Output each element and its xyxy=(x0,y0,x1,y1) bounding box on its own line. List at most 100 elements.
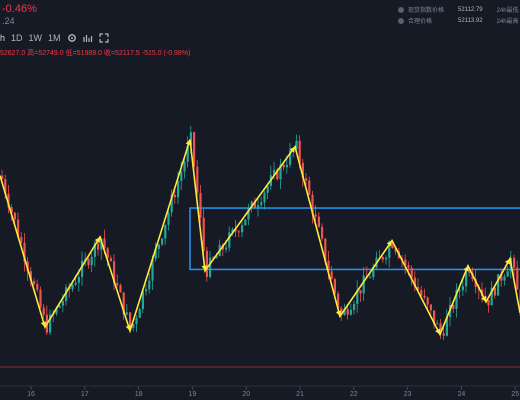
range-box xyxy=(189,207,520,271)
candle-body xyxy=(100,238,103,250)
candle-body xyxy=(455,290,458,309)
candle-body xyxy=(87,258,90,266)
candle-body xyxy=(410,267,413,278)
settings-gear-icon[interactable] xyxy=(67,33,77,43)
candle-body xyxy=(23,242,26,262)
candle-body xyxy=(10,207,13,213)
candle-body xyxy=(282,164,285,168)
candle-body xyxy=(263,192,266,203)
candle-body xyxy=(250,201,253,209)
candle-body xyxy=(55,307,58,314)
x-tick-label: 17 xyxy=(81,391,89,398)
candle-body xyxy=(90,256,93,266)
candle-body xyxy=(189,132,192,146)
candle-body xyxy=(215,256,218,259)
candle-body xyxy=(225,247,228,250)
candle-body xyxy=(193,132,196,167)
candle-body xyxy=(20,237,23,243)
candle-body xyxy=(279,164,282,180)
candle-body xyxy=(327,260,330,272)
candle-body xyxy=(314,214,317,217)
candle-body xyxy=(337,293,340,309)
candle-body xyxy=(295,140,298,150)
timeframe-1w[interactable]: 1W xyxy=(28,33,43,43)
candle-body xyxy=(500,274,503,281)
chart-type-icon[interactable] xyxy=(82,33,93,43)
arrow-head xyxy=(481,295,487,302)
arrow-head xyxy=(185,139,192,146)
candle-body xyxy=(452,304,455,309)
candle-body xyxy=(317,216,320,227)
candle-body xyxy=(468,271,471,273)
candle-body xyxy=(106,248,109,259)
candle-body xyxy=(125,312,128,315)
candle-body xyxy=(343,308,346,315)
timeframe-h[interactable]: h xyxy=(0,33,6,43)
candle-body xyxy=(260,202,263,206)
candle-body xyxy=(433,310,436,325)
fullscreen-icon[interactable] xyxy=(98,33,109,43)
candle-body xyxy=(154,248,157,259)
candle-body xyxy=(429,304,432,311)
candle-body xyxy=(404,259,407,266)
candle-body xyxy=(13,212,16,220)
candle-body xyxy=(97,243,100,250)
candle-body xyxy=(417,287,420,291)
candle-body xyxy=(346,308,349,315)
candle-body xyxy=(186,145,189,162)
candle-body xyxy=(308,180,311,195)
x-tick-label: 23 xyxy=(404,391,412,398)
candle-body xyxy=(266,185,269,193)
candle-body xyxy=(202,217,205,251)
candle-body xyxy=(407,265,410,268)
timeframe-toolbar: h 1D 1W 1M xyxy=(0,33,109,43)
candle-body xyxy=(490,287,493,306)
candle-body xyxy=(423,295,426,298)
candle-body xyxy=(177,180,180,198)
timeframe-1m[interactable]: 1M xyxy=(48,33,61,43)
candle-body xyxy=(340,308,343,315)
candle-body xyxy=(33,280,36,285)
candle-body xyxy=(465,271,468,287)
candle-body xyxy=(74,282,77,285)
candle-body xyxy=(391,245,394,248)
candle-body xyxy=(369,277,372,279)
arrow-head xyxy=(201,265,208,271)
candle-body xyxy=(129,312,132,328)
candle-body xyxy=(135,317,138,325)
stat-label-2: 24h最低 xyxy=(496,8,519,14)
x-tick-label: 16 xyxy=(27,391,35,398)
candle-body xyxy=(311,194,314,215)
candle-body xyxy=(164,224,167,239)
x-tick-label: 20 xyxy=(242,391,250,398)
arrow-head xyxy=(289,146,295,153)
candle-body xyxy=(145,289,148,292)
candle-body xyxy=(381,257,384,260)
candle-body xyxy=(209,257,212,277)
candle-body xyxy=(170,194,173,213)
candle-body xyxy=(426,297,429,305)
candle-body xyxy=(36,284,39,290)
timeframe-1d[interactable]: 1D xyxy=(11,33,23,43)
stat-label-2: 24h最高 xyxy=(496,19,519,25)
candle-body xyxy=(420,290,423,296)
candle-body xyxy=(273,169,276,176)
candle-body xyxy=(167,212,170,225)
candle-body xyxy=(103,238,106,249)
info-dot-icon xyxy=(398,6,404,13)
stat-row-index-price: 现货指数价格 52112.79 24h最低 51706 xyxy=(398,5,520,14)
candle-body xyxy=(122,292,125,315)
candle-body xyxy=(61,301,64,306)
candle-body xyxy=(231,229,234,233)
stat-label: 现货指数价格 xyxy=(408,8,445,14)
candle-body xyxy=(109,258,112,262)
candle-body xyxy=(49,314,52,333)
x-tick-label: 24 xyxy=(458,391,466,398)
candle-body xyxy=(29,271,32,281)
candle-body xyxy=(234,229,237,232)
candle-body xyxy=(77,277,80,283)
candle-body xyxy=(333,279,336,294)
candle-body xyxy=(183,161,186,172)
candle-body xyxy=(237,231,240,233)
